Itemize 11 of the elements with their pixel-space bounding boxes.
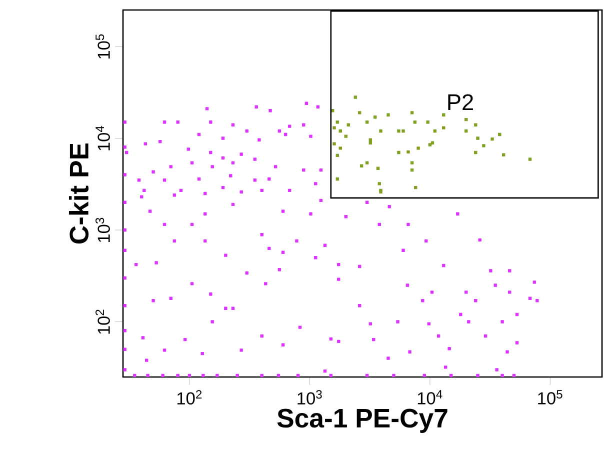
x-tick-label: 10$^{2}$ bbox=[177, 390, 202, 405]
y-axis-title: C-kit PE bbox=[68, 143, 89, 244]
y-tick-label: 10$^{2}$ bbox=[96, 310, 110, 334]
y-tick-label: 10$^{5}$ bbox=[96, 34, 110, 59]
x-tick-label: 10$^{5}$ bbox=[538, 390, 562, 404]
x-axis-title: Sca-1 PE-Cy7 bbox=[277, 408, 448, 433]
x-tick-label: 10$^{4}$ bbox=[418, 390, 442, 404]
x-tick-label: 10$^{3}$ bbox=[298, 390, 322, 405]
y-tick-label: 10$^{3}$ bbox=[96, 218, 110, 242]
annotation: P2 bbox=[448, 94, 473, 110]
y-tick-label: 10$^{4}$ bbox=[96, 126, 110, 150]
